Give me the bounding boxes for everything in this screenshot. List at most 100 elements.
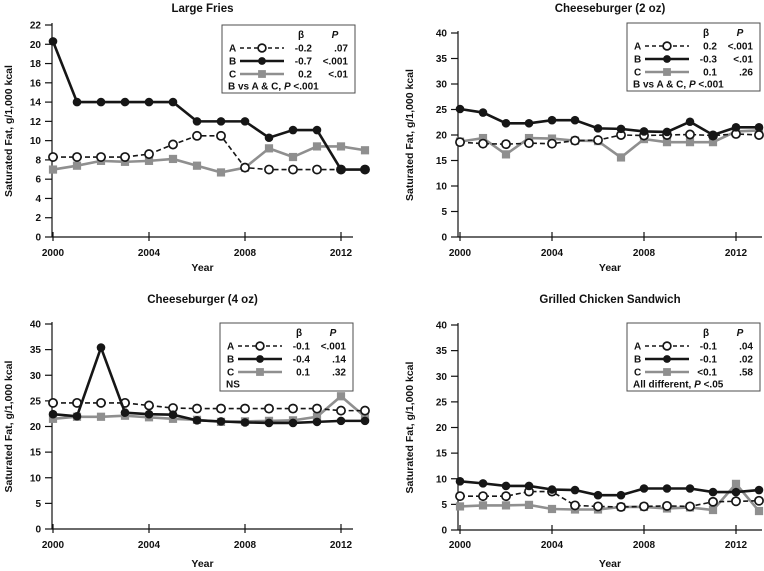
- legend-series-name: C: [634, 68, 641, 79]
- legend-beta-value: 0.1: [296, 368, 310, 379]
- y-tick-label: 20: [436, 423, 448, 434]
- legend: β P A 0.2 <.001 B -0.3 <.01 C 0.1 .26 B vs A & C, P…: [626, 22, 761, 92]
- legend-series-name: A: [634, 342, 641, 353]
- legend-series-name: A: [634, 42, 641, 53]
- y-tick-label: 22: [30, 21, 42, 32]
- legend-p-value: .02: [739, 355, 753, 366]
- y-axis-label: Saturated Fat, g/1,000 kcal: [404, 69, 416, 201]
- y-tick-label: 15: [436, 156, 448, 167]
- legend-beta-value: -0.1: [700, 355, 718, 366]
- y-tick-label: 10: [30, 473, 42, 484]
- series-B: [455, 477, 764, 500]
- x-tick-label: 2004: [138, 540, 161, 551]
- legend-beta-value: -0.4: [293, 355, 311, 366]
- legend-p-value: <.01: [733, 55, 753, 66]
- chart-title: Large Fries: [172, 3, 234, 15]
- y-tick-label: 0: [35, 525, 41, 536]
- legend-series-name: C: [634, 368, 641, 379]
- y-tick-label: 5: [35, 499, 41, 510]
- x-axis-label: Year: [191, 558, 213, 570]
- legend-beta-value: -0.1: [700, 342, 718, 353]
- y-tick-label: 35: [436, 346, 448, 357]
- chart-canvas: Large Fries Year Saturated Fat, g/1,000 kc…: [0, 0, 382, 285]
- y-tick-label: 20: [436, 131, 448, 142]
- x-tick-label: 2004: [138, 248, 161, 259]
- y-tick-label: 5: [441, 500, 447, 511]
- x-axis-label: Year: [599, 558, 621, 570]
- legend-series-name: C: [227, 368, 234, 379]
- legend-beta-value: 0.2: [703, 42, 717, 53]
- legend: β P A -0.2 .07 B -0.7 <.001 C 0.2 <.01 B vs A & C, …: [221, 24, 356, 94]
- y-tick-label: 25: [436, 397, 448, 408]
- series-A: [48, 130, 370, 175]
- y-tick-label: 25: [436, 105, 448, 116]
- legend-series-name: B: [229, 57, 236, 68]
- y-tick-label: 20: [30, 40, 42, 51]
- y-tick-label: 10: [436, 474, 448, 485]
- legend-p-header: P: [737, 28, 744, 39]
- legend-beta-value: 0.1: [703, 68, 717, 79]
- y-tick-label: 40: [30, 320, 42, 331]
- x-tick-label: 2012: [330, 540, 353, 551]
- legend-beta-header: β: [298, 30, 304, 41]
- y-tick-label: 40: [436, 321, 448, 332]
- legend-series-name: A: [229, 44, 236, 55]
- legend-p-value: <.001: [728, 42, 754, 53]
- x-tick-label: 2000: [449, 248, 472, 259]
- series-B: [48, 343, 370, 428]
- series-A: [48, 397, 370, 416]
- y-tick-label: 0: [441, 526, 447, 537]
- series-B: [455, 104, 764, 140]
- legend-beta-header: β: [703, 28, 709, 39]
- y-tick-label: 14: [30, 98, 42, 109]
- legend-p-value: .26: [739, 68, 753, 79]
- y-tick-label: 15: [30, 448, 42, 459]
- chart-grilled-chicken-sandwich: Grilled Chicken Sandwich Year Saturated Fa…: [382, 285, 764, 571]
- legend-p-value: <.001: [321, 342, 347, 353]
- legend-p-header: P: [330, 328, 337, 339]
- chart-title: Grilled Chicken Sandwich: [539, 294, 680, 306]
- legend-p-header: P: [737, 328, 744, 339]
- legend-beta-value: -0.2: [295, 44, 313, 55]
- axes: [45, 23, 353, 241]
- legend-p-value: <.001: [323, 57, 349, 68]
- legend-beta-value: <0.1: [697, 368, 717, 379]
- y-tick-label: 4: [35, 194, 41, 205]
- legend-p-value: <.01: [328, 70, 348, 81]
- y-axis-label: Saturated Fat, g/1,000 kcal: [404, 361, 416, 493]
- chart-title: Cheeseburger (4 oz): [147, 294, 258, 306]
- y-tick-label: 35: [436, 54, 448, 65]
- x-axis-label: Year: [191, 262, 213, 274]
- y-tick-label: 12: [30, 117, 42, 128]
- x-tick-label: 2004: [541, 248, 564, 259]
- x-tick-label: 2008: [234, 248, 257, 259]
- chart-cheeseburger-2oz: Cheeseburger (2 oz) Year Saturated Fat, g/…: [382, 0, 764, 285]
- legend-p-value: .58: [739, 368, 753, 379]
- x-tick-label: 2004: [541, 540, 564, 551]
- y-tick-label: 25: [30, 396, 42, 407]
- legend-beta-value: -0.7: [295, 57, 313, 68]
- chart-canvas: Cheeseburger (2 oz) Year Saturated Fat, g/…: [382, 0, 764, 285]
- y-axis-label: Saturated Fat, g/1,000 kcal: [3, 65, 15, 197]
- y-tick-label: 40: [436, 29, 448, 40]
- legend-p-value: .14: [332, 355, 346, 366]
- legend-series-name: A: [227, 342, 234, 353]
- x-tick-label: 2012: [725, 540, 748, 551]
- y-axis-label: Saturated Fat, g/1,000 kcal: [3, 360, 15, 492]
- y-tick-label: 0: [441, 233, 447, 244]
- y-tick-label: 16: [30, 78, 42, 89]
- chart-large-fries: Large Fries Year Saturated Fat, g/1,000 kc…: [0, 0, 382, 285]
- y-tick-label: 18: [30, 59, 42, 70]
- legend-note: NS: [226, 380, 240, 391]
- axes: [451, 31, 762, 241]
- chart-canvas: Grilled Chicken Sandwich Year Saturated Fa…: [382, 285, 764, 571]
- legend-series-name: B: [634, 355, 641, 366]
- axes: [45, 322, 353, 533]
- legend-beta-header: β: [703, 328, 709, 339]
- y-tick-label: 10: [436, 182, 448, 193]
- x-tick-label: 2000: [42, 248, 65, 259]
- x-tick-label: 2000: [42, 540, 65, 551]
- legend-series-name: C: [229, 70, 236, 81]
- x-tick-label: 2008: [633, 540, 656, 551]
- series-B: [48, 37, 370, 174]
